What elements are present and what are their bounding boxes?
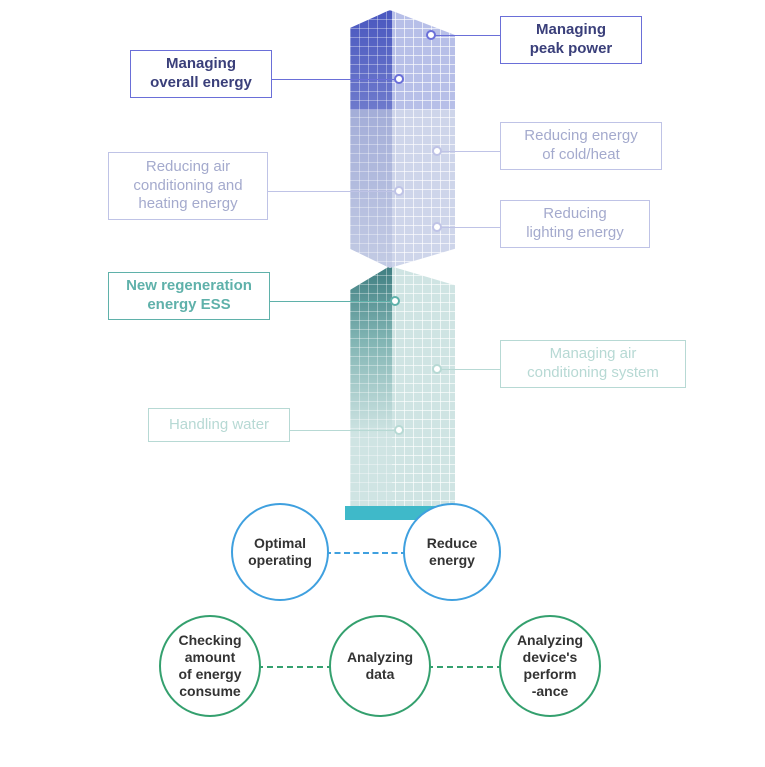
label-text: Managing airconditioning system	[527, 345, 659, 383]
circle-checking: Checkingamountof energyconsume	[159, 615, 261, 717]
connector-dot	[432, 364, 442, 374]
label-text: Reducing airconditioning andheating ener…	[133, 158, 242, 214]
label-overall: Managingoverall energy	[130, 50, 272, 98]
tower	[345, 0, 465, 520]
label-text: Reducing energyof cold/heat	[524, 127, 637, 165]
circle-connector	[427, 666, 503, 668]
tower-facade	[350, 266, 392, 506]
circle-text: Reduceenergy	[427, 535, 478, 569]
label-coldheat: Reducing energyof cold/heat	[500, 122, 662, 170]
circle-connector	[257, 666, 333, 668]
circle-optimal: Optimaloperating	[231, 503, 329, 601]
circle-text: Analyzingdevice'sperform-ance	[517, 632, 583, 699]
connector	[270, 301, 395, 302]
connector	[431, 35, 500, 36]
circle-reduce: Reduceenergy	[403, 503, 501, 601]
label-text: Reducinglighting energy	[526, 205, 624, 243]
tower-segment-bottom	[350, 266, 455, 506]
label-hvac: Reducing airconditioning andheating ener…	[108, 152, 268, 220]
circle-perf: Analyzingdevice'sperform-ance	[499, 615, 601, 717]
label-peak: Managingpeak power	[500, 16, 642, 64]
connector-dot	[426, 30, 436, 40]
circle-analyze: Analyzingdata	[329, 615, 431, 717]
label-text: Handling water	[169, 416, 269, 435]
connector	[272, 79, 399, 80]
connector	[290, 430, 399, 431]
label-light: Reducinglighting energy	[500, 200, 650, 248]
tower-segment-top	[350, 10, 455, 110]
label-acsys: Managing airconditioning system	[500, 340, 686, 388]
label-water: Handling water	[148, 408, 290, 442]
tower-facade	[350, 108, 392, 268]
label-text: Managingoverall energy	[150, 55, 252, 93]
circle-text: Optimaloperating	[248, 535, 312, 569]
label-text: New regenerationenergy ESS	[126, 277, 252, 315]
connector-dot	[432, 222, 442, 232]
connector	[437, 151, 500, 152]
connector-dot	[432, 146, 442, 156]
energy-tower-infographic: Managingpeak power Managingoverall energy…	[0, 0, 765, 767]
label-ess: New regenerationenergy ESS	[108, 272, 270, 320]
circle-text: Analyzingdata	[347, 649, 413, 683]
connector-dot	[394, 425, 404, 435]
label-text: Managingpeak power	[530, 21, 613, 59]
connector-dot	[394, 186, 404, 196]
connector-dot	[394, 74, 404, 84]
circle-connector	[325, 552, 407, 554]
connector	[437, 369, 500, 370]
connector	[437, 227, 500, 228]
circle-text: Checkingamountof energyconsume	[178, 632, 241, 699]
connector	[268, 191, 399, 192]
tower-facade	[350, 10, 392, 110]
connector-dot	[390, 296, 400, 306]
